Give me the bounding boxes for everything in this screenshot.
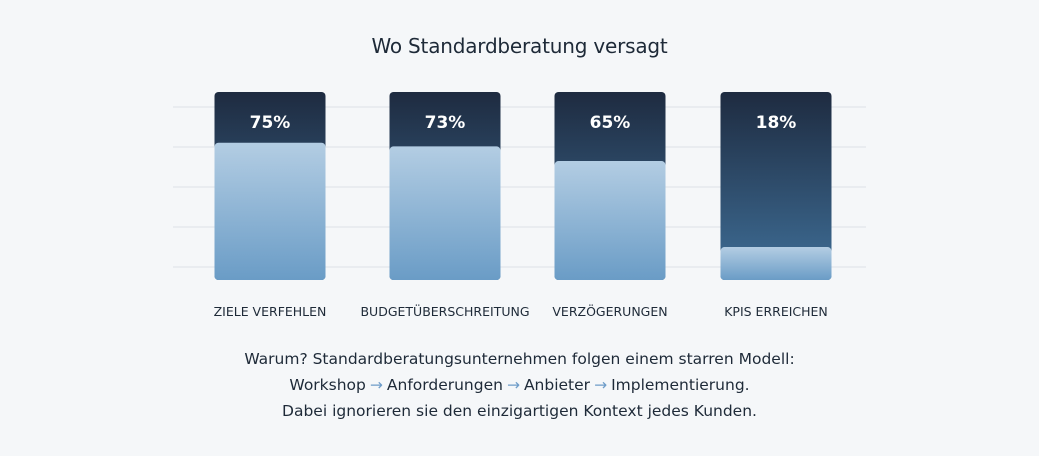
- category-label: ZIELE VERFEHLEN: [214, 304, 327, 319]
- bar-value-label: 75%: [250, 113, 291, 133]
- bar-value-fill: [720, 247, 832, 280]
- step-anbieter: Anbieter: [523, 376, 591, 394]
- arrow-right-icon: →: [369, 376, 383, 394]
- arrow-right-icon: →: [506, 376, 520, 394]
- bar-value-fill: [389, 146, 501, 280]
- category-label: BUDGETÜBERSCHREITUNG: [360, 303, 529, 319]
- bar-value-label: 65%: [590, 113, 631, 133]
- step-implementierung: Implementierung.: [611, 376, 750, 394]
- footer-line-3: Dabei ignorieren sie den einzigartigen K…: [282, 402, 757, 420]
- footer-line-2: Workshop → Anforderungen → Anbieter → Implemen…: [0, 372, 1039, 398]
- footer-line-1: Warum? Standardberatungsunternehmen folg…: [244, 350, 795, 368]
- bar-chart: 75% 73% 65% 18% ZIELE VERFEHLEN BUDGETÜBERSC…: [173, 92, 866, 319]
- bar-value-label: 73%: [425, 113, 466, 133]
- bar-value-label: 18%: [756, 113, 797, 133]
- bar-value-fill: [214, 142, 326, 280]
- arrow-right-icon: →: [594, 376, 608, 394]
- category-label: VERZÖGERUNGEN: [552, 303, 667, 319]
- chart-title: Wo Standardberatung versagt: [371, 34, 668, 58]
- step-anforderungen: Anforderungen: [386, 376, 503, 394]
- category-labels: ZIELE VERFEHLEN BUDGETÜBERSCHREITUNG VERZÖ…: [214, 303, 828, 319]
- bar-value-fill: [554, 161, 666, 280]
- footer-text: Warum? Standardberatungsunternehmen folg…: [0, 346, 1039, 424]
- bars: 75% 73% 65% 18%: [214, 92, 832, 280]
- step-workshop: Workshop: [289, 376, 366, 394]
- bar-background: [720, 92, 832, 280]
- category-label: KPIS ERREICHEN: [724, 304, 828, 319]
